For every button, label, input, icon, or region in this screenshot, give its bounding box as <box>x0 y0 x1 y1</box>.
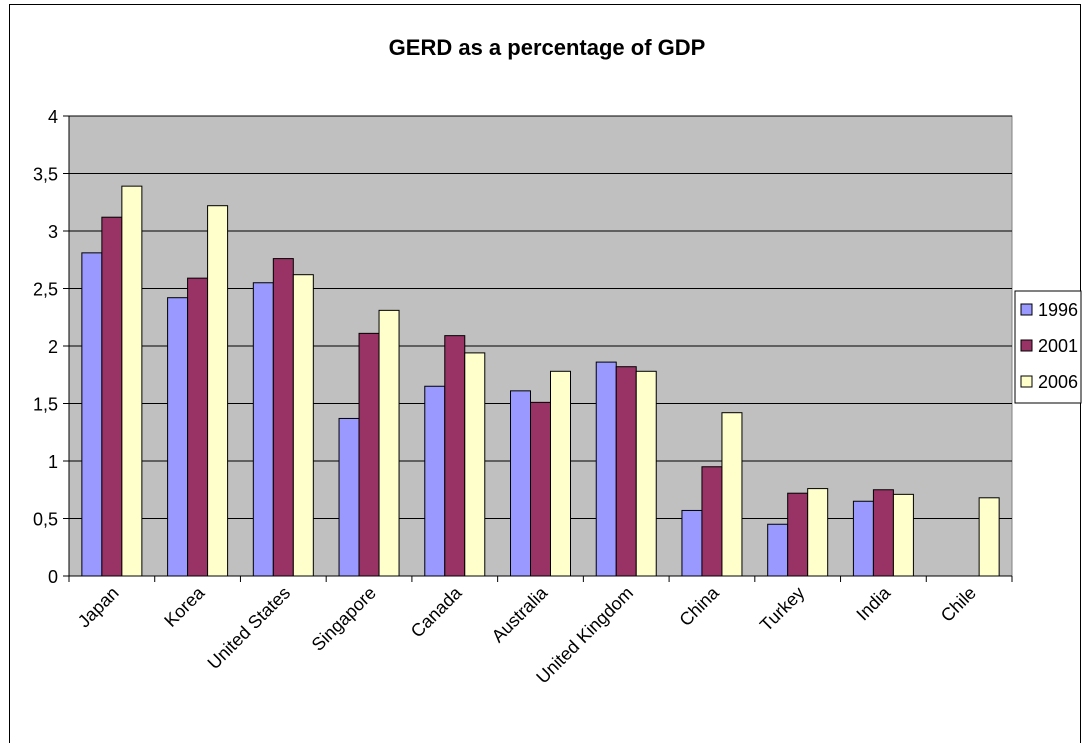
bar-2001-australia <box>530 401 551 577</box>
bar-2006-japan <box>121 185 143 577</box>
bar-1996-united-states <box>252 282 274 577</box>
y-tick-label: 3,5 <box>33 165 58 185</box>
x-tick-label: India <box>852 582 894 624</box>
bar-1996-korea <box>167 297 189 577</box>
legend: 1996 2001 2006 <box>1014 290 1082 404</box>
x-tick-label: Korea <box>160 582 209 631</box>
y-tick-label: 0,5 <box>33 510 58 530</box>
bar-1996-turkey <box>767 523 789 577</box>
y-tick-label: 2 <box>48 337 58 357</box>
x-tick-label: Australia <box>488 582 552 646</box>
x-tick-label: Turkey <box>756 583 809 636</box>
bar-1996-australia <box>510 390 531 577</box>
y-tick-label: 0 <box>48 567 58 587</box>
chart-title: GERD as a percentage of GDP <box>389 35 706 60</box>
legend-label: 2006 <box>1038 372 1078 392</box>
bar-1996-canada <box>424 385 446 577</box>
legend-swatch <box>1020 339 1033 352</box>
x-tick-label: Chile <box>937 583 980 626</box>
bar-2001-japan <box>101 216 123 577</box>
bar-2006-canada <box>464 352 486 577</box>
y-tick-label: 1 <box>48 452 58 472</box>
bar-2006-singapore <box>378 309 400 577</box>
bar-2006-china <box>721 412 743 577</box>
bar-2001-united-states <box>272 258 294 577</box>
y-tick-label: 3 <box>48 222 58 242</box>
x-tick-label: Canada <box>407 582 466 641</box>
bar-2006-australia <box>550 370 571 577</box>
bar-1996-japan <box>81 252 103 577</box>
bar-2006-chile <box>978 497 1000 577</box>
bar-2006-united-states <box>292 274 314 577</box>
bar-2001-india <box>872 489 894 577</box>
bar-2006-korea <box>207 205 229 577</box>
x-tick-label: China <box>675 582 723 630</box>
legend-label: 2001 <box>1038 336 1078 356</box>
bar-2001-korea <box>187 277 209 577</box>
bar-2001-canada <box>444 335 466 577</box>
bar-1996-china <box>681 509 703 577</box>
x-tick-label: Japan <box>74 583 123 632</box>
bar-2006-india <box>892 493 914 577</box>
x-tick-label: United States <box>204 583 295 674</box>
legend-swatch <box>1020 303 1033 316</box>
bar-1996-india <box>852 500 874 577</box>
bar-1996-united-kingdom <box>595 361 617 577</box>
bar-2001-united-kingdom <box>615 366 637 577</box>
x-tick-label: Singapore <box>308 583 380 655</box>
y-tick-label: 1,5 <box>33 395 58 415</box>
bar-2001-turkey <box>787 492 809 577</box>
bar-2001-china <box>701 466 723 577</box>
bar-2006-turkey <box>807 488 829 577</box>
legend-swatch <box>1020 375 1033 388</box>
legend-label: 1996 <box>1038 300 1078 320</box>
y-tick-label: 2,5 <box>33 280 58 300</box>
bar-2006-united-kingdom <box>635 370 657 577</box>
bar-2001-singapore <box>358 332 380 577</box>
y-tick-label: 4 <box>48 107 58 127</box>
bar-1996-singapore <box>338 417 360 577</box>
